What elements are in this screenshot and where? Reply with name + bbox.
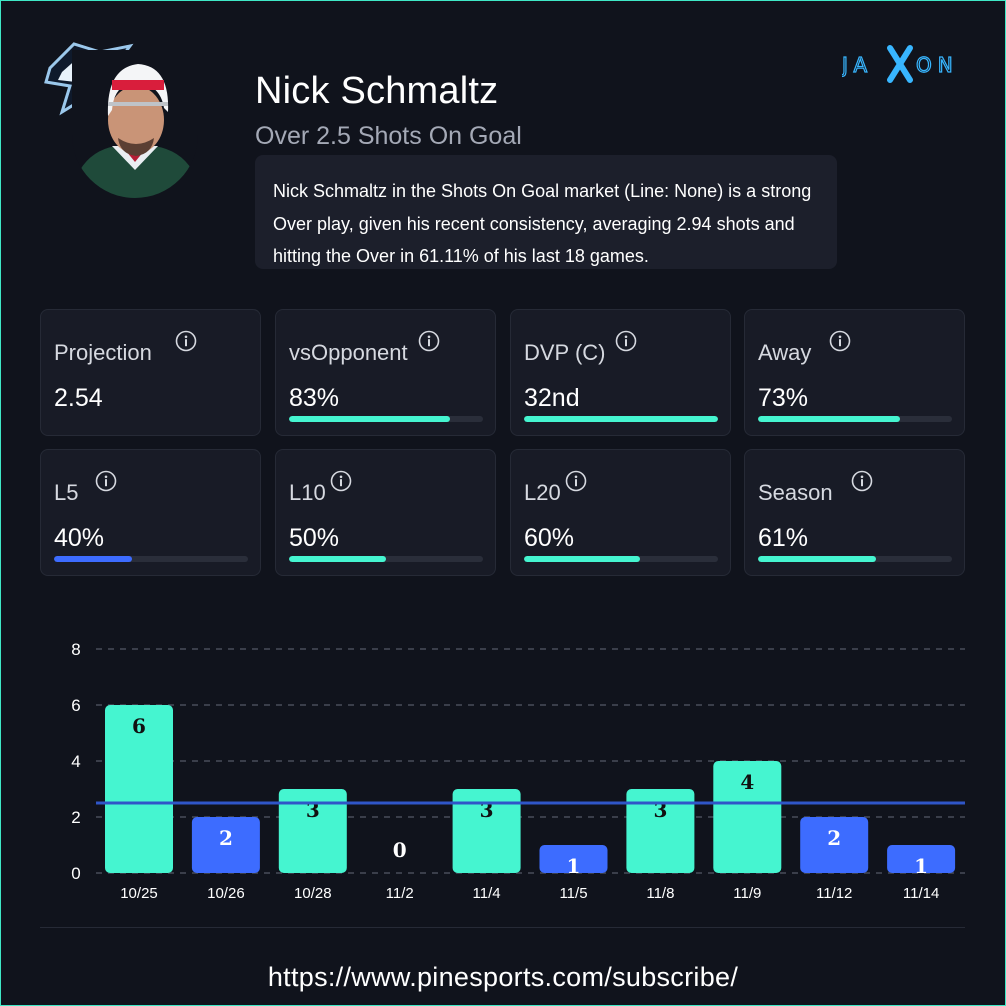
info-icon[interactable] bbox=[615, 330, 637, 352]
stat-card-l10: L10 50% bbox=[275, 449, 496, 576]
market-label: Over 2.5 Shots On Goal bbox=[255, 122, 522, 150]
x-tick-label: 11/5 bbox=[559, 885, 587, 902]
progress-fill bbox=[289, 556, 386, 562]
bar bbox=[452, 789, 521, 873]
info-icon[interactable] bbox=[330, 470, 352, 492]
progress-fill bbox=[524, 416, 718, 422]
data-label: 2 bbox=[219, 826, 233, 850]
progress-track bbox=[289, 556, 483, 562]
stat-card-vsopponent: vsOpponent 83% bbox=[275, 309, 496, 436]
x-tick-label: 11/2 bbox=[386, 885, 414, 902]
bar bbox=[539, 845, 608, 873]
brand-wordmark-left: JA bbox=[842, 53, 873, 77]
data-label: 6 bbox=[132, 714, 146, 738]
summary-text: Nick Schmaltz in the Shots On Goal marke… bbox=[273, 181, 812, 266]
stat-value: 83% bbox=[289, 384, 340, 412]
progress-track bbox=[758, 416, 952, 422]
data-label: 0 bbox=[393, 838, 407, 862]
stat-label: Away bbox=[758, 340, 812, 365]
progress-track bbox=[54, 556, 248, 562]
bar bbox=[626, 789, 695, 873]
stat-label: vsOpponent bbox=[289, 340, 408, 365]
progress-fill bbox=[524, 556, 641, 562]
bar bbox=[713, 761, 782, 873]
x-tick-label: 10/28 bbox=[294, 885, 332, 902]
bar bbox=[105, 705, 173, 873]
stat-label: Season bbox=[758, 480, 833, 505]
x-tick-label: 11/4 bbox=[473, 885, 501, 902]
progress-fill bbox=[758, 416, 900, 422]
info-icon[interactable] bbox=[418, 330, 440, 352]
data-label: 1 bbox=[914, 854, 928, 878]
y-tick-label: 2 bbox=[71, 808, 80, 827]
progress-track bbox=[524, 416, 718, 422]
progress-track bbox=[289, 416, 483, 422]
info-icon[interactable] bbox=[851, 470, 873, 492]
stat-label: L5 bbox=[54, 480, 79, 505]
progress-track bbox=[524, 556, 718, 562]
stat-value: 32nd bbox=[524, 384, 580, 412]
progress-fill bbox=[758, 556, 877, 562]
divider bbox=[40, 927, 965, 928]
stat-value: 61% bbox=[758, 524, 809, 552]
stat-card-l20: L20 60% bbox=[510, 449, 731, 576]
stat-value: 40% bbox=[54, 524, 105, 552]
y-tick-label: 0 bbox=[71, 864, 80, 883]
stat-card-projection: Projection 2.54 bbox=[40, 309, 261, 436]
stat-label: DVP (C) bbox=[524, 340, 606, 365]
stat-value: 50% bbox=[289, 524, 340, 552]
x-tick-label: 10/25 bbox=[120, 885, 158, 902]
stat-card-dvp-c: DVP (C) 32nd bbox=[510, 309, 731, 436]
stat-card-season: Season 61% bbox=[744, 449, 965, 576]
info-icon[interactable] bbox=[95, 470, 117, 492]
bar bbox=[191, 817, 260, 873]
bar bbox=[887, 845, 956, 873]
data-label: 2 bbox=[827, 826, 841, 850]
shots-bar-chart: 02468610/25210/26310/28011/2311/4111/531… bbox=[71, 640, 965, 902]
data-label: 1 bbox=[567, 854, 581, 878]
stat-label: Projection bbox=[54, 340, 152, 365]
x-tick-label: 11/12 bbox=[816, 885, 852, 902]
bar bbox=[278, 789, 347, 873]
progress-fill bbox=[289, 416, 451, 422]
player-avatar bbox=[72, 50, 198, 198]
stat-value: 73% bbox=[758, 384, 809, 412]
bar bbox=[800, 817, 869, 873]
stat-card-away: Away 73% bbox=[744, 309, 965, 436]
brand-wordmark-right: ON bbox=[916, 53, 959, 77]
y-tick-label: 4 bbox=[71, 752, 80, 771]
stat-label: L10 bbox=[289, 480, 326, 505]
x-tick-label: 11/8 bbox=[646, 885, 674, 902]
stat-value: 60% bbox=[524, 524, 575, 552]
subscribe-link[interactable]: https://www.pinesports.com/subscribe/ bbox=[267, 962, 739, 992]
jaxon-logo: JA ON bbox=[842, 45, 959, 83]
stat-value: 2.54 bbox=[54, 384, 103, 412]
stat-card-l5: L5 40% bbox=[40, 449, 261, 576]
player-name: Nick Schmaltz bbox=[255, 70, 499, 112]
progress-fill bbox=[54, 556, 132, 562]
info-icon[interactable] bbox=[175, 330, 197, 352]
progress-track bbox=[758, 556, 952, 562]
x-tick-label: 10/26 bbox=[207, 885, 245, 902]
y-tick-label: 8 bbox=[71, 640, 80, 659]
x-tick-label: 11/9 bbox=[733, 885, 761, 902]
y-tick-label: 6 bbox=[71, 696, 80, 715]
stat-label: L20 bbox=[524, 480, 561, 505]
info-icon[interactable] bbox=[829, 330, 851, 352]
info-icon[interactable] bbox=[565, 470, 587, 492]
summary-box: Nick Schmaltz in the Shots On Goal marke… bbox=[255, 155, 837, 269]
x-tick-label: 11/14 bbox=[903, 885, 939, 902]
data-label: 4 bbox=[740, 770, 754, 794]
